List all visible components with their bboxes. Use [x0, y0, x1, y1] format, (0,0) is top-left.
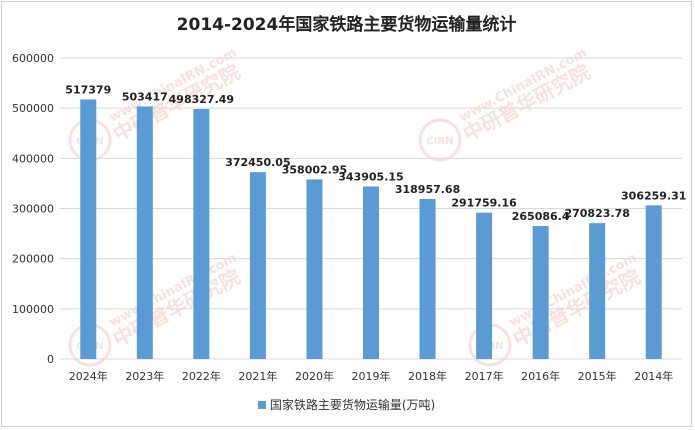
x-tick-label: 2014年 — [634, 369, 673, 383]
y-tick-label: 600000 — [12, 52, 54, 65]
bars — [80, 99, 662, 359]
bar — [136, 106, 153, 359]
data-label: 358002.95 — [282, 163, 347, 176]
bar — [193, 109, 210, 359]
x-tick-label: 2024年 — [69, 369, 108, 383]
x-tick-label: 2022年 — [182, 369, 221, 383]
x-tick-label: 2020年 — [295, 369, 334, 383]
watermark-logo-circle — [418, 118, 462, 162]
data-label: 343905.15 — [338, 170, 403, 183]
x-tick-label: 2017年 — [465, 369, 504, 383]
bar — [645, 205, 662, 359]
y-tick-label: 0 — [47, 353, 54, 366]
bar — [476, 212, 493, 359]
data-label: 306259.31 — [621, 189, 686, 202]
bar — [589, 223, 606, 359]
y-axis: 0 100000 200000 300000 400000 500000 600000 — [12, 52, 54, 366]
watermark-logo-text: CIRN — [426, 136, 453, 147]
data-label: 318957.68 — [395, 183, 460, 196]
data-label: 372450.05 — [225, 156, 290, 169]
bar — [419, 198, 436, 359]
x-tick-label: 2015年 — [578, 369, 617, 383]
bar — [363, 186, 379, 359]
x-tick-label: 2018年 — [408, 369, 447, 383]
x-tick-label: 2021年 — [238, 369, 277, 383]
y-tick-label: 500000 — [12, 102, 54, 115]
y-tick-label: 400000 — [12, 152, 54, 165]
bar — [80, 99, 97, 359]
y-tick-label: 100000 — [12, 303, 54, 316]
x-tick-label: 2019年 — [352, 369, 391, 383]
bar — [249, 172, 266, 359]
data-label: 517379 — [65, 83, 111, 96]
y-tick-label: 200000 — [12, 253, 54, 266]
x-axis: 2024年 2023年 2022年 2021年 2020年 2019年 2018年 2017年… — [69, 369, 673, 383]
data-label: 503417 — [122, 90, 168, 103]
bar — [306, 179, 323, 359]
x-tick-label: 2023年 — [125, 369, 164, 383]
data-label: 291759.16 — [451, 197, 517, 210]
bar — [532, 226, 549, 359]
legend-label: 国家铁路主要货物运输量(万吨) — [269, 398, 436, 412]
chart-title: 2014-2024年国家铁路主要货物运输量统计 — [176, 15, 517, 35]
data-label: 270823.78 — [564, 207, 629, 220]
data-label: 498327.49 — [169, 93, 234, 106]
y-tick-label: 300000 — [12, 203, 54, 216]
data-label: 265086.4 — [512, 210, 570, 223]
legend[interactable]: 国家铁路主要货物运输量(万吨) — [0, 396, 693, 413]
x-tick-label: 2016年 — [521, 369, 560, 383]
legend-swatch — [257, 400, 266, 409]
